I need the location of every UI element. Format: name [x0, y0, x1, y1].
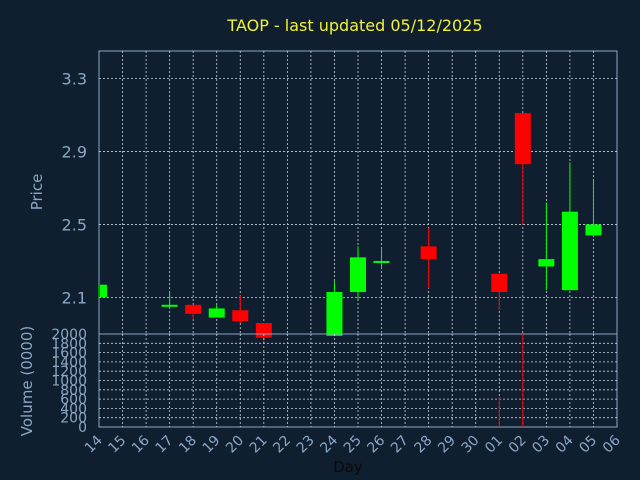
x-tick-label: 14	[82, 432, 106, 456]
volume-tick-label: 800	[60, 383, 87, 399]
candle-body	[185, 304, 202, 314]
volume-tick-label: 1600	[51, 346, 87, 362]
price-y-ticks: 2.1 2.5 2.9 3.3	[62, 69, 87, 307]
candle-body	[161, 304, 178, 307]
volume-tick-label: 1200	[51, 364, 87, 380]
candle-body	[514, 113, 531, 165]
x-tick-label: 28	[412, 433, 436, 457]
x-tick-label: 26	[364, 432, 388, 456]
volume-tick-label: 600	[60, 392, 87, 408]
x-tick-label: 18	[176, 433, 200, 457]
volume-tick-label: 200	[60, 411, 87, 427]
x-tick-label: 20	[223, 433, 247, 457]
volume-tick-label: 400	[60, 401, 87, 417]
day-x-ticks: 14 15 16 17 18 19 20 21 22 23 24 25 26 27 28 29 30 01 02 03…	[82, 432, 624, 456]
candle-body	[420, 246, 437, 260]
x-tick-label: 01	[482, 433, 506, 457]
x-tick-label: 02	[506, 433, 530, 457]
volume-tick-label: 1400	[51, 355, 87, 371]
volume-tick-label: 1800	[51, 336, 87, 352]
candle-body	[561, 211, 578, 291]
x-tick-label: 30	[459, 433, 483, 457]
x-tick-label: 19	[200, 433, 224, 457]
volume-tick-label: 2000	[51, 327, 87, 343]
price-panel: 2.1 2.5 2.9 3.3 Price	[28, 50, 618, 344]
x-tick-label: 06	[600, 432, 624, 456]
x-tick-label: 17	[153, 433, 177, 457]
x-tick-label: 24	[317, 432, 341, 456]
candle-body	[538, 259, 555, 267]
chart-title: TAOP - last updated 05/12/2025	[226, 16, 482, 35]
candle-body	[491, 273, 508, 293]
volume-grid	[99, 334, 617, 427]
volume-tick-label: 0	[78, 420, 87, 436]
price-tick-label: 2.9	[62, 142, 87, 161]
candle-body	[232, 310, 249, 322]
x-tick-label: 27	[388, 433, 412, 457]
candle-body	[373, 260, 390, 263]
candles	[98, 113, 602, 344]
candle-body	[208, 308, 225, 318]
candle-body	[100, 284, 107, 298]
x-axis-label: Day	[333, 458, 363, 476]
x-tick-label: 05	[576, 433, 600, 457]
volume-tick-label: 1000	[51, 374, 87, 390]
volume-axis-label: Volume (0000)	[18, 326, 36, 436]
candle-body	[326, 292, 343, 336]
price-tick-label: 3.3	[62, 69, 87, 88]
x-tick-label: 03	[529, 433, 553, 457]
price-axis-label: Price	[28, 174, 46, 211]
x-tick-label: 29	[435, 433, 459, 457]
x-tick-label: 23	[294, 433, 318, 457]
price-grid	[99, 51, 617, 334]
candle-body	[350, 257, 366, 293]
x-tick-label: 21	[247, 433, 271, 457]
x-tick-label: 16	[129, 432, 153, 456]
x-tick-label: 25	[341, 433, 365, 457]
price-tick-label: 2.5	[62, 215, 87, 234]
volume-bars	[498, 334, 524, 427]
x-tick-label: 04	[553, 432, 577, 456]
x-tick-label: 15	[105, 433, 129, 457]
x-tick-label: 22	[270, 433, 294, 457]
candle-body	[585, 224, 602, 236]
price-tick-label: 2.1	[62, 288, 87, 307]
